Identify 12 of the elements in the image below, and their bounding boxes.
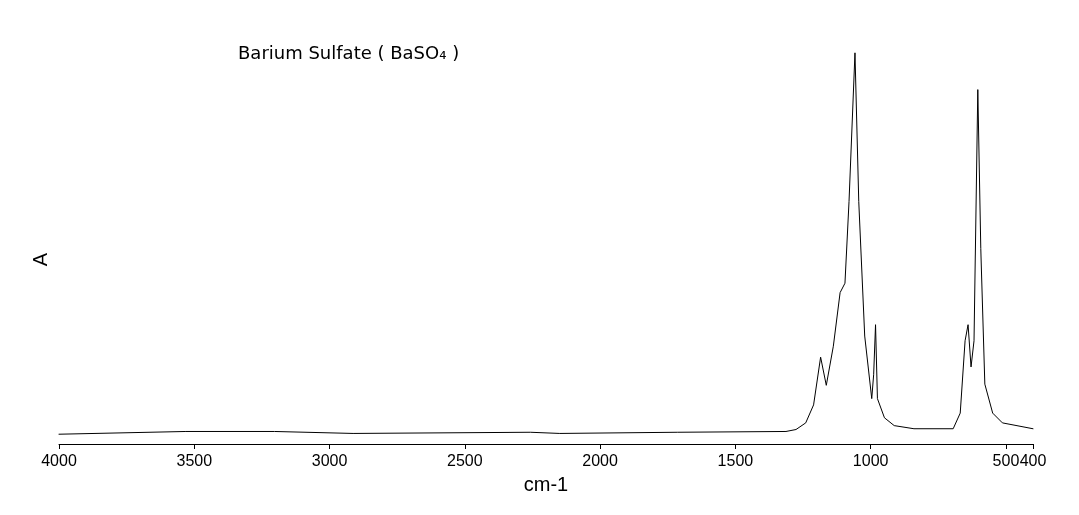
x-tick-label: 4000	[41, 451, 77, 469]
x-tick-label: 2000	[582, 451, 619, 469]
x-tick-label: 1000	[852, 451, 889, 469]
x-tick-label: 3500	[176, 451, 213, 469]
x-tick-label: 1500	[717, 451, 754, 469]
x-tick-label: 2500	[447, 451, 483, 469]
x-tick-label: 500	[992, 451, 1020, 469]
y-axis-title: A	[29, 252, 51, 267]
x-tick-label: 3000	[311, 451, 348, 469]
x-axis-title: cm-1	[523, 473, 569, 495]
chart-title: Barium Sulfate ( BaSO₄ )	[238, 41, 460, 63]
x-tick-label: 400	[1019, 451, 1047, 469]
